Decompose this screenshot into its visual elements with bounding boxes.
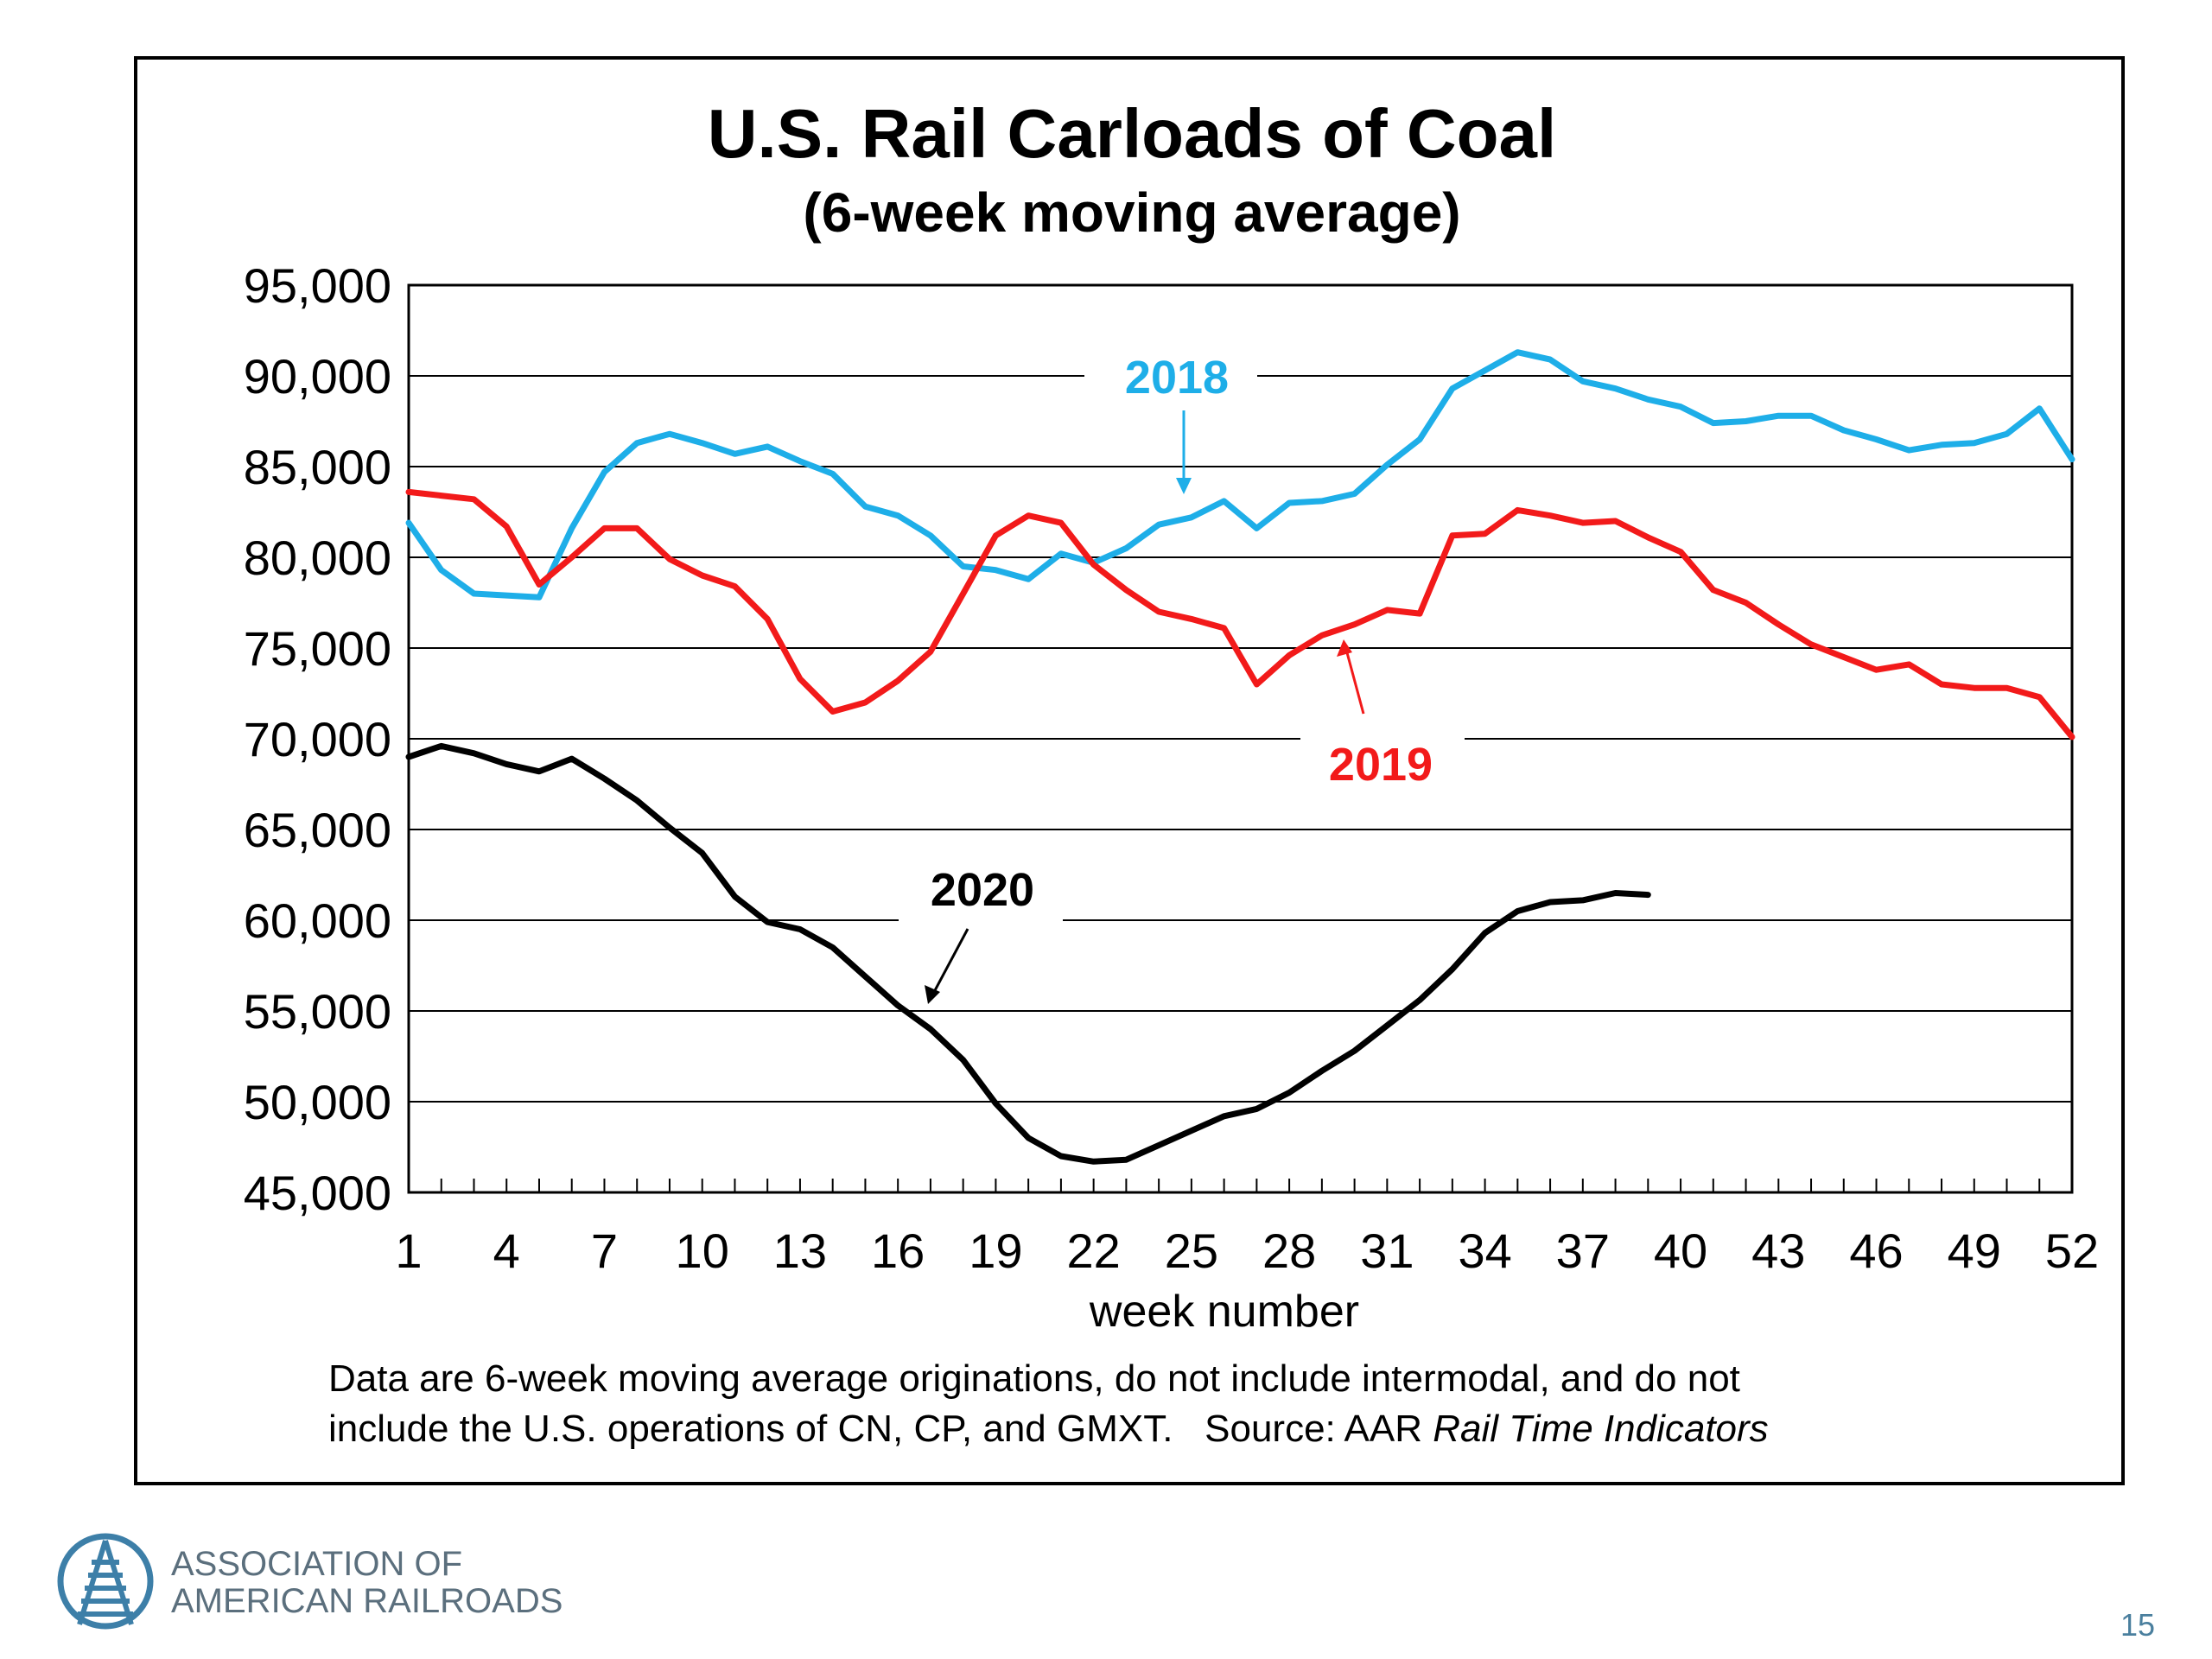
page-number: 15 xyxy=(2120,1607,2155,1643)
x-tick-label: 40 xyxy=(1654,1224,1707,1278)
aar-logo: ASSOCIATION OF AMERICAN RAILROADS xyxy=(57,1533,563,1630)
x-tick-label: 52 xyxy=(2045,1224,2099,1278)
y-tick-label: 65,000 xyxy=(244,803,391,857)
callout-2018-arrowhead xyxy=(1176,478,1192,494)
series-line-2020 xyxy=(405,742,1651,1165)
x-tick-label: 25 xyxy=(1165,1224,1218,1278)
series-line-2019 xyxy=(405,488,2075,741)
x-tick-label: 10 xyxy=(676,1224,729,1278)
logo-line-1: ASSOCIATION OF xyxy=(171,1545,462,1583)
series-lines xyxy=(405,349,2075,1165)
callout-2020-label: 2020 xyxy=(931,864,1034,916)
x-tick-label: 28 xyxy=(1262,1224,1316,1278)
callout-2019: 2019 xyxy=(1300,639,1465,794)
callout-2020-bg xyxy=(899,860,1063,922)
callout-2020-arrow xyxy=(931,928,969,995)
chart-title: U.S. Rail Carloads of Coal xyxy=(708,95,1556,172)
footnote-line-2: include the U.S. operations of CN, CP, a… xyxy=(328,1408,1769,1450)
y-tick-label: 90,000 xyxy=(244,349,391,404)
callout-2019-label: 2019 xyxy=(1329,739,1433,791)
footnote-source-italic: Rail Time Indicators xyxy=(1433,1408,1768,1450)
x-tick-label: 37 xyxy=(1556,1224,1610,1278)
y-tick-label: 55,000 xyxy=(244,984,391,1039)
callout-2019-arrow xyxy=(1344,645,1365,715)
series-line-2018 xyxy=(405,349,2075,601)
y-tick-label: 85,000 xyxy=(244,440,391,494)
grid-lines xyxy=(409,375,2072,1103)
logo-ring xyxy=(57,1533,154,1630)
x-tick-label: 7 xyxy=(591,1224,618,1278)
x-tick-label: 16 xyxy=(871,1224,925,1278)
y-tick-label: 95,000 xyxy=(244,258,391,313)
logo-line-2: AMERICAN RAILROADS xyxy=(171,1582,563,1620)
x-tick-label: 1 xyxy=(395,1224,422,1278)
x-tick-label: 4 xyxy=(493,1224,520,1278)
y-tick-label: 75,000 xyxy=(244,621,391,676)
x-tick-label: 31 xyxy=(1360,1224,1414,1278)
y-tick-label: 70,000 xyxy=(244,712,391,766)
y-tick-label: 80,000 xyxy=(244,531,391,585)
logo-track-icon xyxy=(77,1540,134,1625)
y-axis-ticks: 45,000 50,000 55,000 60,000 65,000 70,000 75,0… xyxy=(244,258,391,1220)
x-tick-label: 46 xyxy=(1849,1224,1903,1278)
x-axis-ticks: 1 4 7 10 13 16 19 22 25 28 31 34 37 40 43 46 49 52 xyxy=(395,1179,2099,1278)
y-tick-label: 50,000 xyxy=(244,1075,391,1129)
x-tick-label: 34 xyxy=(1458,1224,1511,1278)
x-tick-label: 49 xyxy=(1948,1224,2001,1278)
y-tick-label: 45,000 xyxy=(244,1166,391,1220)
y-tick-label: 60,000 xyxy=(244,893,391,948)
x-tick-label: 22 xyxy=(1066,1224,1120,1278)
callout-2020: 2020 xyxy=(899,860,1063,1004)
callout-2018-label: 2018 xyxy=(1125,352,1229,404)
callout-2019-arrowhead xyxy=(1337,639,1352,657)
callout-2018: 2018 xyxy=(1084,344,1257,494)
callout-2018-bg xyxy=(1084,344,1257,406)
x-axis-label: week number xyxy=(1089,1287,1359,1337)
x-tick-label: 13 xyxy=(773,1224,827,1278)
callout-2019-bg xyxy=(1300,732,1465,794)
x-tick-label: 19 xyxy=(969,1224,1022,1278)
chart-subtitle: (6-week moving average) xyxy=(803,181,1460,244)
footnote-line-2-text: include the U.S. operations of CN, CP, a… xyxy=(328,1408,1433,1450)
footnote-line-1: Data are 6-week moving average originati… xyxy=(328,1357,1740,1400)
callout-2020-arrowhead xyxy=(925,985,940,1004)
x-tick-label: 43 xyxy=(1751,1224,1805,1278)
